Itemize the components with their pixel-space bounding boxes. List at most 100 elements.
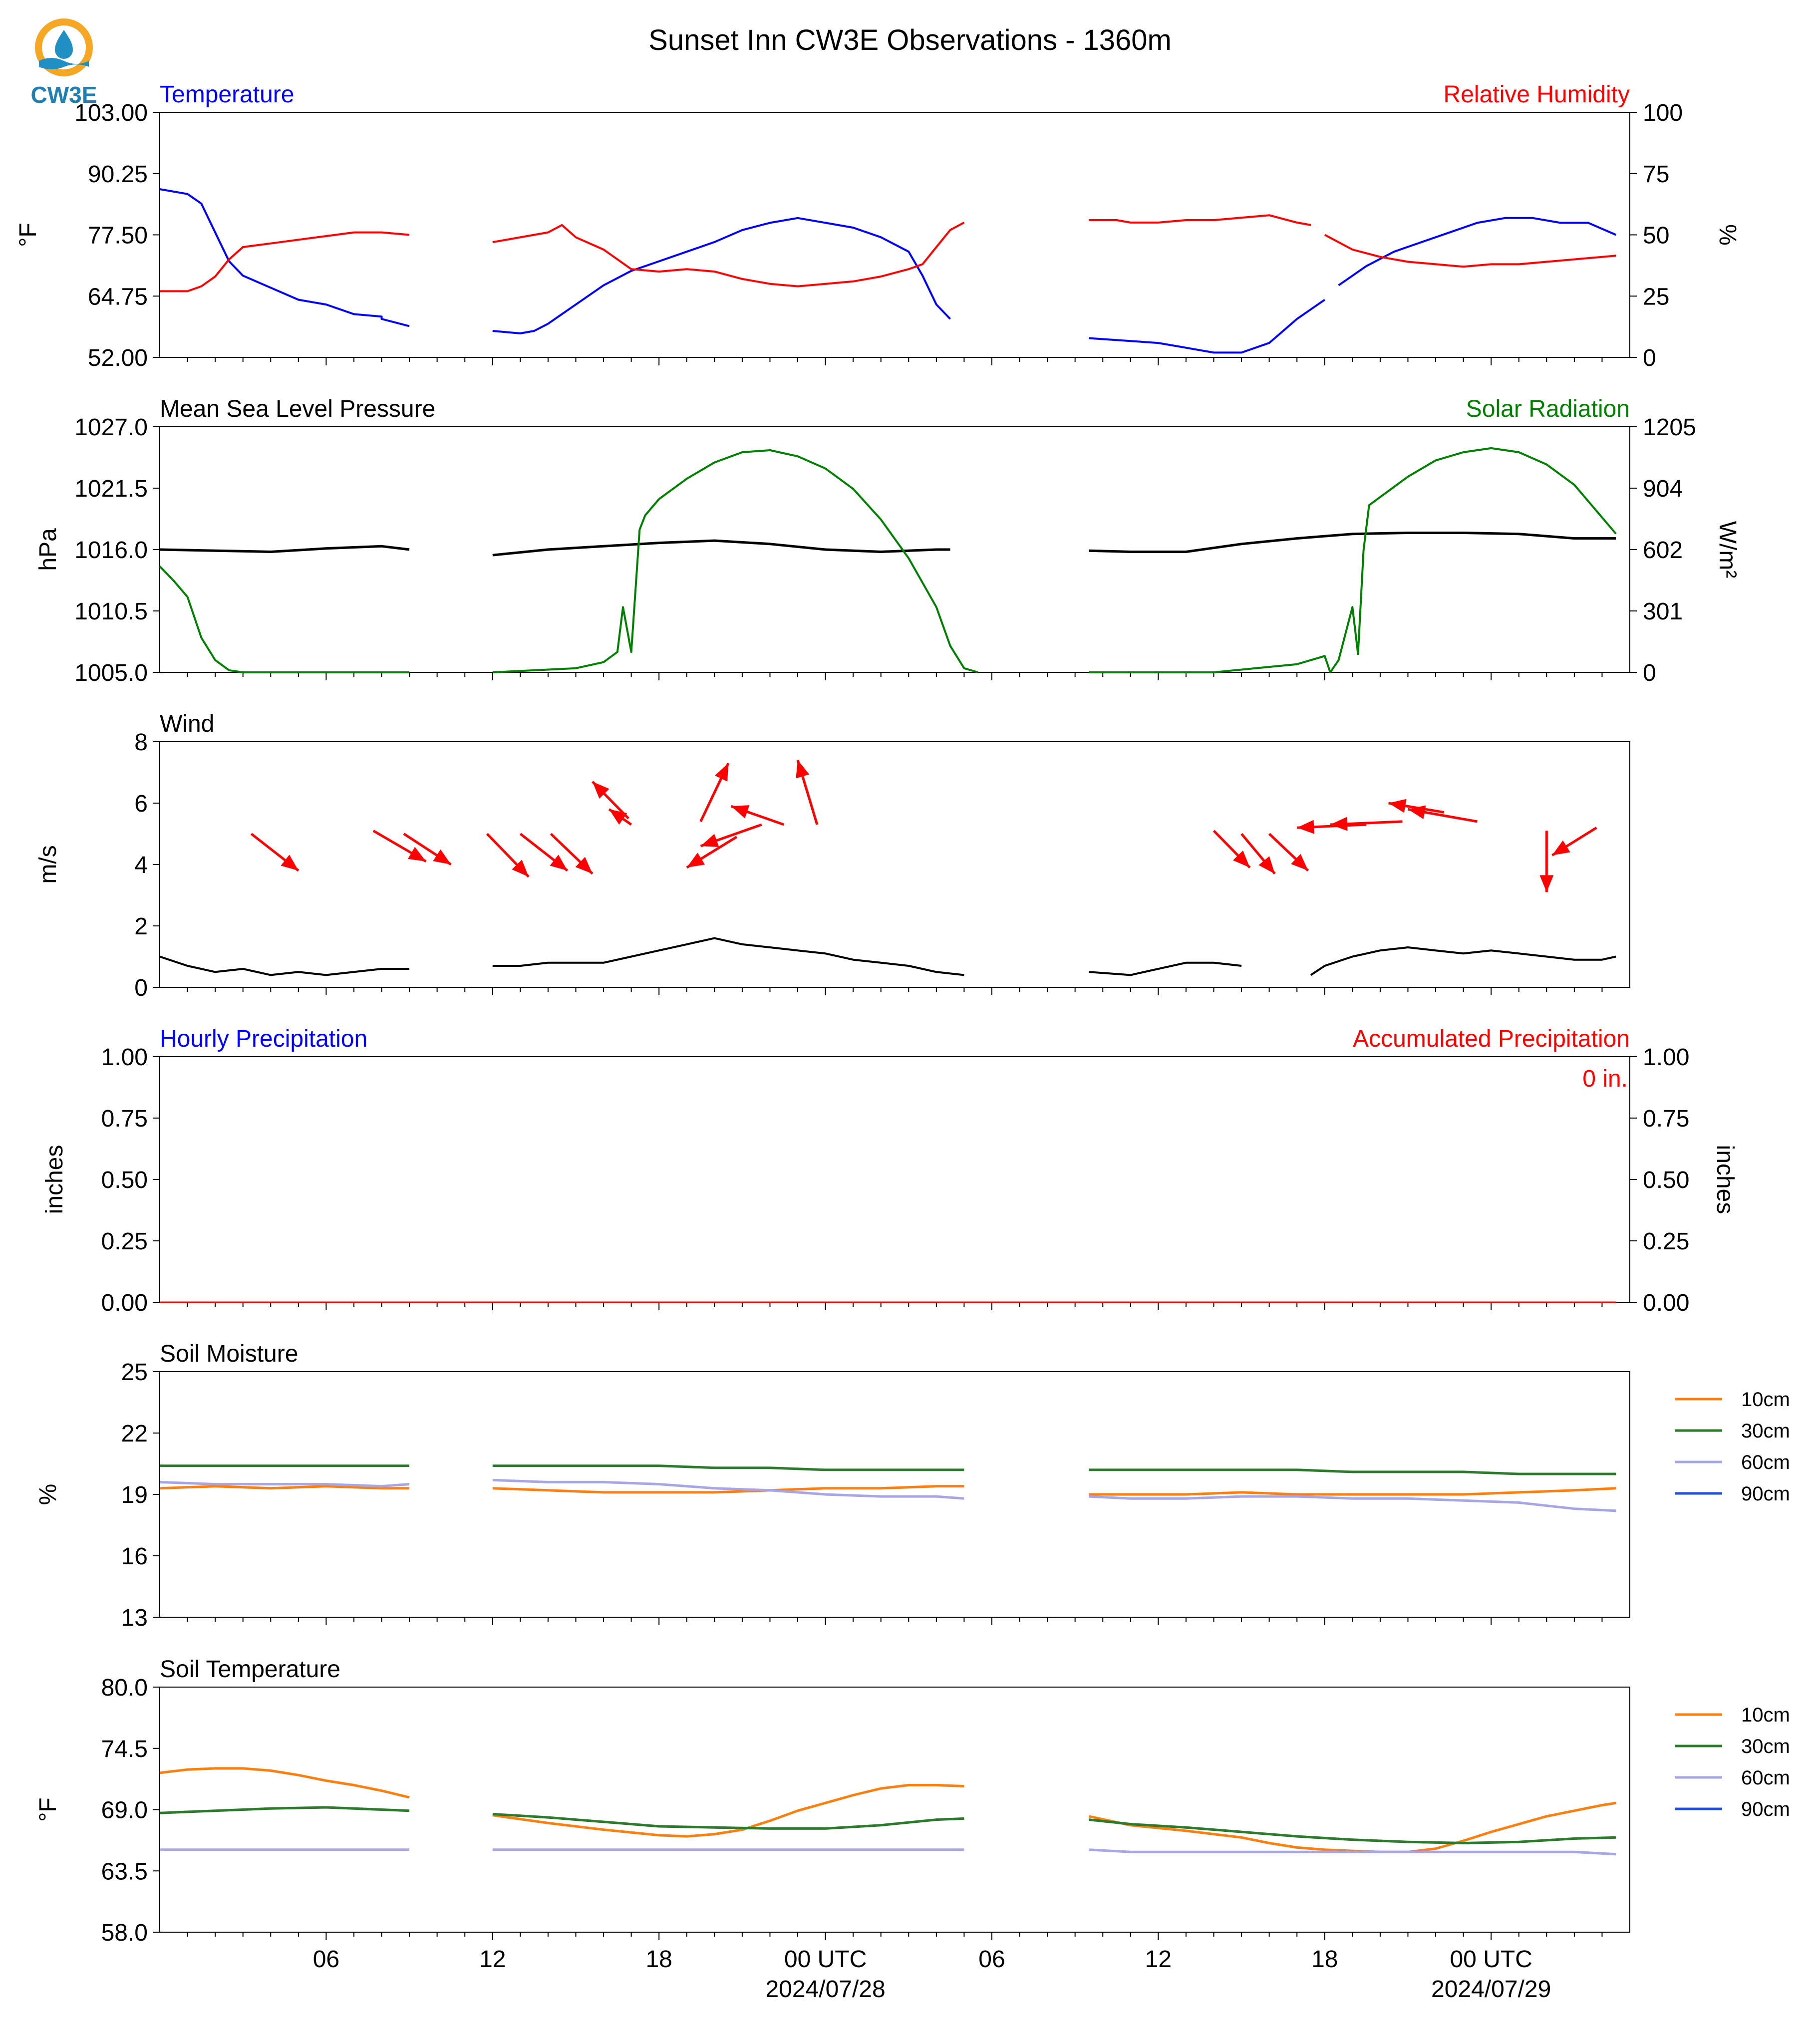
y-tick-label-right: 25 [1643,284,1669,310]
wind-arrow-head [1330,817,1348,831]
wind-arrow [686,836,738,869]
panel-temp_rh: Temperature Relative Humidity 52.00 64.75 77… [15,81,1741,371]
y-tick-label-left: 16 [121,1543,148,1570]
panel-frame [159,741,1630,988]
chart-title: Sunset Inn CW3E Observations - 1360m [648,24,1172,56]
soil-series-1 [160,1464,1616,1475]
wind-arrow [1408,805,1478,823]
y-tick-label-right: 602 [1643,537,1683,564]
legend-label: 60cm [1741,1767,1790,1789]
wind-arrow-head [796,760,810,779]
wind-arrow [1240,833,1276,875]
panel-left-title: Soil Temperature [160,1656,340,1683]
y-axis-label-left: % [35,1484,61,1505]
panel-right-title: Accumulated Precipitation [1353,1026,1630,1052]
y-axis-label-right: inches [1712,1145,1738,1214]
y-tick-label-left: 1027.0 [74,414,148,441]
y-tick-label-left: 64.75 [88,284,148,310]
y-tick-label-left: 90.25 [88,161,148,188]
y-tick-label-left: 52.00 [88,345,148,371]
y-tick-label-right: 0.50 [1643,1167,1689,1193]
y-tick-label-left: 77.50 [88,223,148,249]
panel-group: Temperature Relative Humidity 52.00 64.75 77… [15,81,1741,1946]
panel-left-title: Hourly Precipitation [160,1026,367,1052]
wind-arrow [730,805,785,826]
y-tick-label-left: 69.0 [101,1797,148,1824]
wind-arrow-head [714,763,729,782]
y-tick-label-left: 6 [134,791,148,817]
y-tick-label-left: 1005.0 [74,660,148,686]
wind-arrow [519,833,569,872]
solar-radiation-line [159,447,1617,673]
wind-arrow-head [686,853,705,868]
panel-pressure_solar: Mean Sea Level Pressure Solar Radiation 10… [35,396,1741,686]
x-tick-label: 00 UTC [1450,1946,1532,1973]
wind-arrow [699,762,730,822]
y-tick-label-right: 0 [1643,660,1656,686]
y-tick-label-left: 0.00 [101,1290,148,1316]
legend-label: 90cm [1741,1798,1790,1820]
x-tick-label: 06 [313,1946,339,1973]
wind-arrow [250,833,300,872]
wind-arrow-head [1291,854,1308,871]
y-axis-label-left: m/s [35,845,61,883]
y-tick-label-right: 0.25 [1643,1228,1689,1255]
wind-arrow [403,833,452,866]
wind-arrow-head [1408,805,1426,820]
x-tick-label: 06 [978,1946,1005,1973]
wind-arrow [592,781,629,820]
y-axis-label-left: hPa [35,528,61,571]
wind-arrow-head [550,855,568,871]
x-date-label: 2024/07/29 [1431,1976,1551,2003]
y-tick-label-left: 1010.5 [74,598,148,625]
panel-wind: Wind 0 2 4 6 8 m/s [35,711,1630,1001]
legend-group: 10cm 30cm 60cm 90cm 10cm 30cm 60cm 90cm [1675,1389,1790,1820]
y-tick-label-left: 58.0 [101,1920,148,1946]
y-tick-label-right: 1.00 [1643,1044,1689,1071]
y-tick-label-left: 80.0 [101,1675,148,1701]
pressure-line [159,532,1616,557]
y-tick-label-right: 0.75 [1643,1106,1689,1132]
logo-text: CW3E [31,82,97,108]
cw3e-logo-icon: CW3E [31,18,97,108]
wind-arrow [1330,817,1403,831]
wind-arrow [1539,831,1554,892]
x-tick-label: 18 [1311,1946,1338,1973]
wind-arrow [1551,827,1597,857]
panel-frame [159,426,1630,673]
wind-arrow-head [700,834,719,848]
wind-arrow [550,833,594,875]
wind-arrow [1297,820,1367,834]
soil-series-0 [159,1485,1616,1496]
y-axis-label-right: % [1714,224,1741,246]
panel-frame [159,112,1630,358]
y-tick-label-left: 8 [134,729,148,756]
panel-left-title: Temperature [160,81,294,108]
y-tick-label-left: 13 [121,1605,148,1631]
y-tick-label-right: 100 [1643,100,1683,126]
y-tick-label-left: 2 [134,913,148,940]
wind-arrow-head [1388,799,1407,813]
y-tick-label-left: 1016.0 [74,537,148,564]
y-tick-label-left: 0.75 [101,1106,148,1132]
y-axis-label-left: °F [15,223,41,247]
y-tick-label-left: 25 [121,1359,148,1386]
wind-arrow-head [1552,840,1570,856]
x-tick-label: 12 [479,1946,506,1973]
x-axis: 06 12 18 00 UTC 06 12 18 00 UTC 2024/07/28 2024/0… [313,1946,1551,2003]
wind-speed-line [159,937,1616,976]
logo-drop-icon [55,30,73,59]
x-tick-label: 12 [1145,1946,1172,1973]
wind-arrow-head [1232,851,1250,868]
wind-arrow-head [1539,875,1554,892]
legend-soil_moisture: 10cm 30cm 60cm 90cm [1675,1389,1790,1505]
y-tick-label-left: 4 [134,852,148,878]
legend-label: 10cm [1741,1704,1790,1726]
soil-series-2 [160,1848,1616,1856]
wind-arrow [700,823,762,848]
temperature-line [159,188,1616,354]
y-axis-label-left: inches [41,1145,68,1214]
wind-arrow-head [433,849,451,865]
panel-frame [159,1056,1630,1303]
